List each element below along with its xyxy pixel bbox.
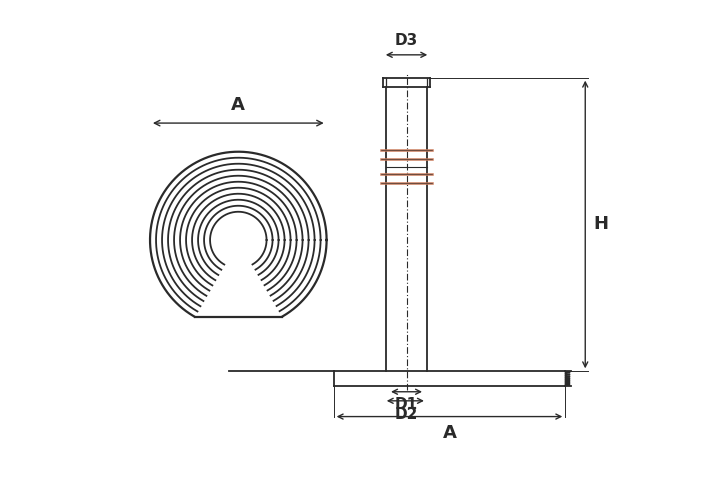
- Text: D1: D1: [395, 396, 418, 411]
- Text: D2: D2: [395, 407, 418, 422]
- Text: D3: D3: [395, 33, 418, 48]
- Text: A: A: [443, 424, 456, 442]
- Text: A: A: [231, 96, 246, 114]
- Text: H: H: [594, 216, 609, 233]
